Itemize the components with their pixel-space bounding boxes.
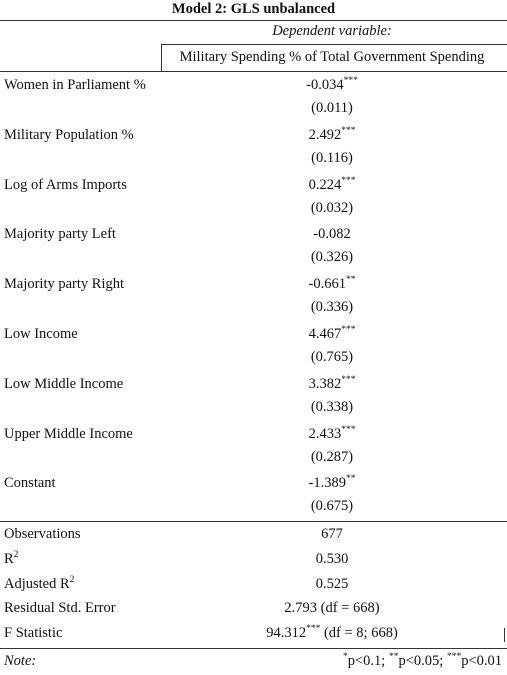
header-divider	[161, 44, 162, 72]
coefficient-number: 2.492	[308, 127, 342, 143]
standard-error-value: (0.338)	[310, 399, 354, 415]
coefficient-number: -0.661	[308, 276, 346, 292]
f-statistic-value: 94.312*** (df = 8; 668)	[266, 624, 398, 641]
coefficient-value: -0.082	[162, 226, 502, 243]
header-bottom-rule	[0, 71, 507, 72]
significance-stars: **	[345, 275, 356, 285]
coefficient-value: 0.224***	[162, 176, 502, 194]
standard-error-value: (0.011)	[311, 100, 353, 116]
cursor-mark	[504, 628, 505, 642]
coefficient-number: -1.389	[308, 475, 346, 491]
standard-error-value: (0.336)	[310, 299, 354, 315]
coefficient-number: 4.467	[308, 326, 342, 342]
observations-label: Observations	[4, 526, 81, 542]
row-label: Women in Parliament %	[4, 77, 146, 93]
coefficient-number: 3.382	[308, 376, 342, 392]
significance-stars: ***	[341, 176, 356, 186]
row-label: Military Population %	[4, 127, 134, 143]
dependent-variable-rule	[162, 44, 507, 45]
coefficient-number: -0.034	[306, 77, 344, 93]
standard-error-value: (0.765)	[310, 349, 354, 365]
coefficient-value: 2.492***	[162, 126, 502, 144]
row-label: Low Income	[4, 326, 78, 342]
significance-stars: ***	[341, 375, 356, 385]
r2-label: R2	[4, 550, 19, 567]
residual-std-error-label: Residual Std. Error	[4, 600, 116, 616]
note-label: Note:	[4, 653, 37, 669]
stats-top-rule	[0, 521, 507, 522]
coefficient-value: 3.382***	[162, 375, 502, 393]
coefficient-number: -0.082	[313, 226, 351, 242]
significance-note: *p<0.1; **p<0.05; ***p<0.01	[343, 652, 502, 669]
significance-stars: ***	[341, 425, 356, 435]
standard-error-value: (0.675)	[310, 498, 354, 514]
f-statistic-label: F Statistic	[4, 625, 63, 641]
coefficient-value: -0.661**	[162, 275, 502, 293]
coefficient-number: 2.433	[308, 426, 342, 442]
r2-value: 0.530	[315, 551, 349, 567]
row-label: Majority party Left	[4, 226, 116, 242]
dependent-variable-caption: Dependent variable:	[272, 23, 392, 39]
row-label: Upper Middle Income	[4, 426, 133, 442]
coefficient-value: -0.034***	[162, 76, 502, 94]
standard-error-value: (0.287)	[310, 449, 354, 465]
row-label: Majority party Right	[4, 276, 125, 292]
residual-std-error-value: 2.793 (df = 668)	[284, 600, 380, 616]
dependent-variable-name: Military Spending % of Total Government …	[179, 49, 485, 65]
significance-stars: ***	[343, 76, 358, 86]
standard-error-value: (0.116)	[311, 150, 353, 166]
significance-stars: **	[345, 474, 356, 484]
bottom-rule	[0, 648, 507, 649]
top-rule	[0, 20, 507, 21]
row-label: Log of Arms Imports	[4, 177, 127, 193]
standard-error-value: (0.032)	[310, 200, 354, 216]
coefficient-number: 0.224	[308, 177, 342, 193]
adjusted-r2-label: Adjusted R2	[4, 575, 75, 592]
coefficient-value: -1.389**	[162, 474, 502, 492]
significance-stars: ***	[341, 126, 356, 136]
adjusted-r2-value: 0.525	[315, 576, 349, 592]
coefficient-value: 2.433***	[162, 425, 502, 443]
standard-error-value: (0.326)	[310, 249, 354, 265]
row-label: Constant	[4, 475, 56, 491]
row-label: Low Middle Income	[4, 376, 124, 392]
coefficient-value: 4.467***	[162, 325, 502, 343]
observations-value: 677	[321, 526, 343, 542]
significance-stars: ***	[341, 325, 356, 335]
table-title: Model 2: GLS unbalanced	[171, 1, 336, 17]
